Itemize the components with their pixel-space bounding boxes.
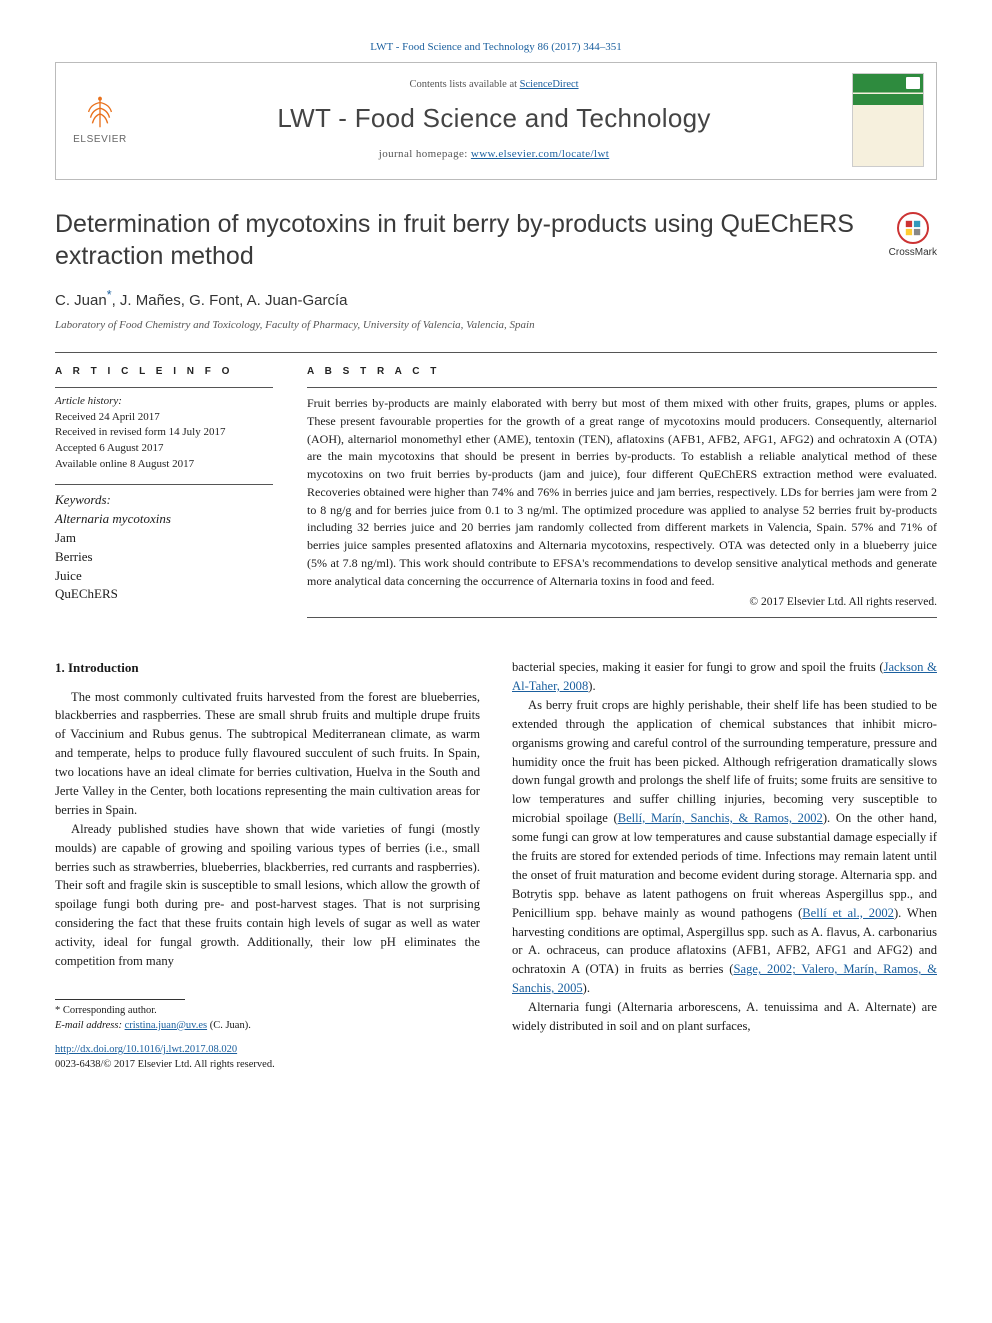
body-text: ). bbox=[588, 679, 595, 693]
citation-link[interactable]: Bellí, Marín, Sanchis, & Ramos, 2002 bbox=[618, 811, 823, 825]
home-prefix: journal homepage: bbox=[379, 148, 471, 160]
keywords-heading: Keywords: bbox=[55, 491, 273, 510]
publisher-name: ELSEVIER bbox=[73, 133, 127, 148]
contents-available: Contents lists available at ScienceDirec… bbox=[152, 77, 836, 92]
body-text: bacterial species, making it easier for … bbox=[512, 660, 884, 674]
keyword-item: Berries bbox=[55, 548, 273, 567]
crossmark-icon bbox=[904, 219, 922, 237]
issn-line: 0023-6438/© 2017 Elsevier Ltd. All right… bbox=[55, 1058, 480, 1073]
citation-line: LWT - Food Science and Technology 86 (20… bbox=[55, 40, 937, 56]
elsevier-logo: ELSEVIER bbox=[68, 83, 132, 157]
keyword-item: Jam bbox=[55, 529, 273, 548]
article-title: Determination of mycotoxins in fruit ber… bbox=[55, 208, 873, 272]
author-list: C. Juan*, J. Mañes, G. Font, A. Juan-Gar… bbox=[55, 286, 937, 312]
history-revised: Received in revised form 14 July 2017 bbox=[55, 425, 273, 441]
keyword-item: QuEChERS bbox=[55, 585, 273, 604]
body-paragraph: The most commonly cultivated fruits harv… bbox=[55, 688, 480, 820]
history-received: Received 24 April 2017 bbox=[55, 410, 273, 426]
body-paragraph: Alternaria fungi (Alternaria arborescens… bbox=[512, 998, 937, 1036]
footnote-block: * Corresponding author. E-mail address: … bbox=[55, 1004, 475, 1033]
keyword-item: Juice bbox=[55, 567, 273, 586]
article-history: Article history: Received 24 April 2017 … bbox=[55, 387, 273, 472]
elsevier-tree-icon bbox=[81, 93, 119, 131]
journal-name: LWT - Food Science and Technology bbox=[152, 100, 836, 138]
email-who: (C. Juan). bbox=[207, 1020, 251, 1031]
affiliation: Laboratory of Food Chemistry and Toxicol… bbox=[55, 318, 937, 334]
journal-cover-thumb bbox=[852, 73, 924, 167]
citation-link[interactable]: Bellí et al., 2002 bbox=[802, 906, 894, 920]
history-heading: Article history: bbox=[55, 394, 273, 410]
email-label: E-mail address: bbox=[55, 1020, 125, 1031]
body-paragraph: Already published studies have shown tha… bbox=[55, 820, 480, 971]
copyright-line: © 2017 Elsevier Ltd. All rights reserved… bbox=[307, 594, 937, 611]
doi-link[interactable]: http://dx.doi.org/10.1016/j.lwt.2017.08.… bbox=[55, 1044, 237, 1055]
crossmark-label: CrossMark bbox=[889, 246, 937, 261]
body-text: ). On the other hand, some fungi can gro… bbox=[512, 811, 937, 919]
author-email-link[interactable]: cristina.juan@uv.es bbox=[125, 1020, 207, 1031]
doi-block: http://dx.doi.org/10.1016/j.lwt.2017.08.… bbox=[55, 1043, 480, 1072]
email-line: E-mail address: cristina.juan@uv.es (C. … bbox=[55, 1019, 475, 1034]
journal-homepage: journal homepage: www.elsevier.com/locat… bbox=[152, 147, 836, 163]
crossmark-badge[interactable]: CrossMark bbox=[889, 212, 937, 261]
history-accepted: Accepted 6 August 2017 bbox=[55, 441, 273, 457]
section-heading: 1. Introduction bbox=[55, 658, 480, 678]
author-rest: , J. Mañes, G. Font, A. Juan-García bbox=[112, 292, 348, 309]
keywords-block: Keywords: Alternaria mycotoxins Jam Berr… bbox=[55, 484, 273, 604]
sciencedirect-link[interactable]: ScienceDirect bbox=[520, 79, 579, 90]
footnote-rule bbox=[55, 999, 185, 1000]
abstract-text: Fruit berries by-products are mainly ela… bbox=[307, 387, 937, 590]
body-text: ). bbox=[583, 981, 590, 995]
history-online: Available online 8 August 2017 bbox=[55, 457, 273, 473]
author-primary: C. Juan bbox=[55, 292, 107, 309]
body-paragraph: bacterial species, making it easier for … bbox=[512, 658, 937, 696]
abstract-label: A B S T R A C T bbox=[307, 365, 937, 380]
contents-prefix: Contents lists available at bbox=[409, 79, 519, 90]
journal-header: ELSEVIER Contents lists available at Sci… bbox=[55, 62, 937, 180]
body-paragraph: As berry fruit crops are highly perishab… bbox=[512, 696, 937, 998]
article-info-label: A R T I C L E I N F O bbox=[55, 365, 273, 380]
keyword-item: Alternaria mycotoxins bbox=[55, 510, 273, 529]
body-text: As berry fruit crops are highly perishab… bbox=[512, 698, 937, 825]
corresponding-author-note: * Corresponding author. bbox=[55, 1004, 475, 1019]
journal-home-link[interactable]: www.elsevier.com/locate/lwt bbox=[471, 148, 609, 160]
